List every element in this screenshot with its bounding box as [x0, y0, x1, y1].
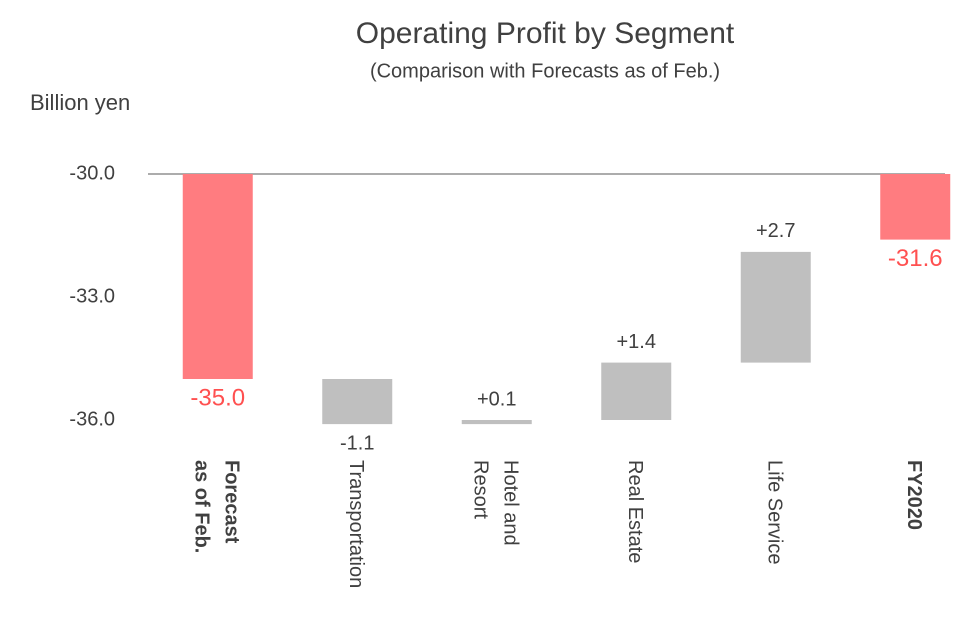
value-label: -35.0: [190, 384, 245, 411]
y-axis-label: Billion yen: [30, 90, 130, 115]
bar: [461, 420, 532, 425]
chart-subtitle: (Comparison with Forecasts as of Feb.): [370, 60, 720, 82]
x-tick-label: as of Feb.: [190, 460, 212, 553]
value-label: -1.1: [340, 432, 374, 454]
bar: [322, 379, 393, 425]
bar: [880, 174, 951, 240]
value-label: +2.7: [756, 220, 795, 242]
x-tick-label: Transportation: [345, 460, 367, 588]
y-tick-label: -30.0: [69, 162, 115, 184]
x-tick-label: Real Estate: [624, 460, 646, 563]
value-label: +1.4: [617, 331, 656, 353]
x-tick-label: Life Service: [763, 460, 785, 565]
value-label: -31.6: [888, 245, 943, 272]
x-tick-label: Resort: [469, 460, 491, 519]
chart-title: Operating Profit by Segment: [356, 17, 735, 50]
y-tick-label: -33.0: [69, 285, 115, 307]
x-tick-label: Forecast: [220, 460, 242, 544]
x-tick-label: Hotel and: [499, 460, 521, 546]
bar: [601, 362, 672, 420]
value-label: +0.1: [477, 388, 516, 410]
x-tick-label: FY2020: [903, 460, 925, 530]
y-tick-label: -36.0: [69, 408, 115, 430]
bar: [740, 251, 811, 363]
bar: [182, 174, 253, 379]
